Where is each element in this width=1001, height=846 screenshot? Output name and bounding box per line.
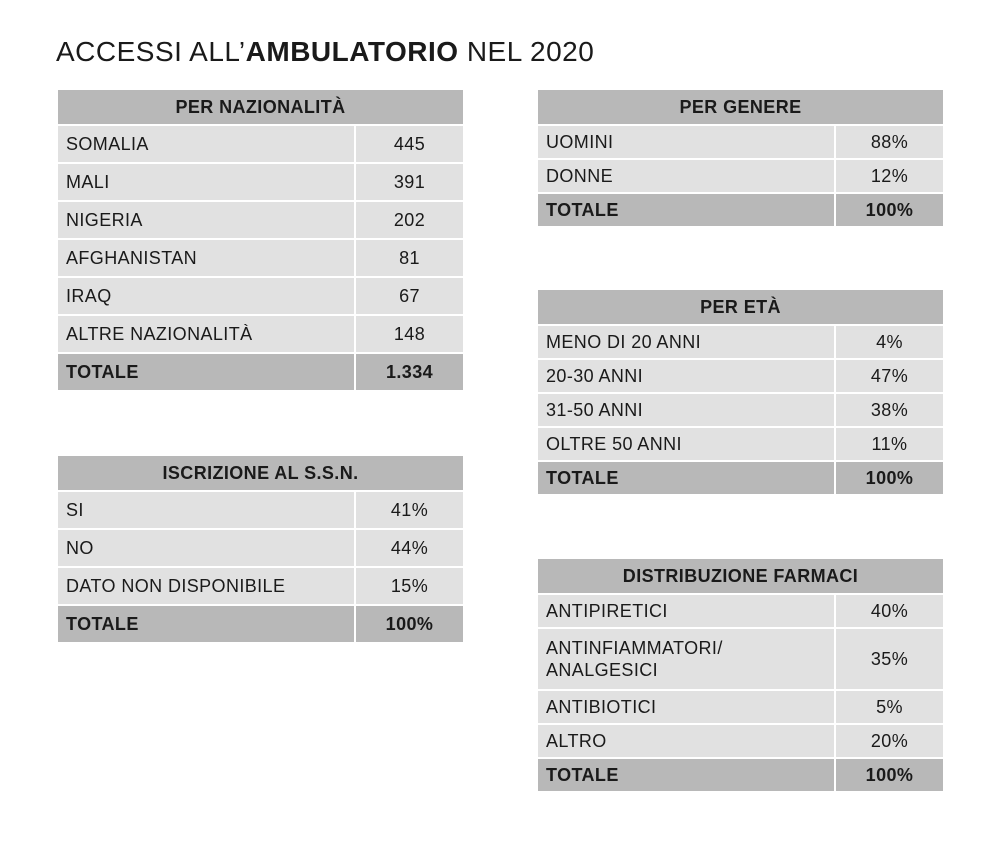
row-label: NIGERIA — [56, 200, 356, 240]
row-label: SOMALIA — [56, 124, 356, 164]
table-row: NO 44% — [56, 528, 465, 568]
row-label: AFGHANISTAN — [56, 238, 356, 278]
row-label: DATO NON DISPONIBILE — [56, 566, 356, 606]
table-row: DONNE 12% — [536, 158, 945, 194]
total-label: TOTALE — [56, 352, 356, 392]
row-label: ANTIPIRETICI — [536, 593, 836, 629]
total-value: 100% — [354, 604, 465, 644]
row-value: 81 — [354, 238, 465, 278]
total-row: TOTALE 100% — [536, 757, 945, 793]
row-label: MALI — [56, 162, 356, 202]
row-value: 67 — [354, 276, 465, 316]
row-value: 38% — [834, 392, 945, 428]
row-value: 4% — [834, 324, 945, 360]
row-label: MENO DI 20 ANNI — [536, 324, 836, 360]
table-row: MALI 391 — [56, 162, 465, 202]
total-row: TOTALE 1.334 — [56, 352, 465, 392]
total-label: TOTALE — [536, 460, 836, 496]
title-suffix: NEL 2020 — [458, 36, 595, 67]
row-value: 15% — [354, 566, 465, 606]
row-value: 47% — [834, 358, 945, 394]
total-label: TOTALE — [536, 757, 836, 793]
row-label: 20-30 ANNI — [536, 358, 836, 394]
total-label: TOTALE — [536, 192, 836, 228]
row-label: SI — [56, 490, 356, 530]
total-row: TOTALE 100% — [56, 604, 465, 644]
row-value: 202 — [354, 200, 465, 240]
row-label: DONNE — [536, 158, 836, 194]
table-row: OLTRE 50 ANNI 11% — [536, 426, 945, 462]
row-value: 41% — [354, 490, 465, 530]
row-label: 31-50 ANNI — [536, 392, 836, 428]
total-value: 1.334 — [354, 352, 465, 392]
table-row: ANTINFIAMMATORI/ANALGESICI 35% — [536, 627, 945, 691]
row-label: ALTRE NAZIONALITÀ — [56, 314, 356, 354]
row-label: UOMINI — [536, 124, 836, 160]
page-title: ACCESSI ALL’AMBULATORIO NEL 2020 — [56, 34, 594, 70]
row-label-line1: ANTINFIAMMATORI/ — [546, 638, 723, 658]
table-row: ALTRO 20% — [536, 723, 945, 759]
row-value: 12% — [834, 158, 945, 194]
total-row: TOTALE 100% — [536, 460, 945, 496]
table-header: PER NAZIONALITÀ — [56, 88, 465, 126]
total-label: TOTALE — [56, 604, 356, 644]
table-row: SI 41% — [56, 490, 465, 530]
row-label: OLTRE 50 ANNI — [536, 426, 836, 462]
row-value: 44% — [354, 528, 465, 568]
row-label: ALTRO — [536, 723, 836, 759]
row-value: 445 — [354, 124, 465, 164]
table-drug-distribution: DISTRIBUZIONE FARMACI ANTIPIRETICI 40% AN… — [536, 557, 945, 793]
table-age: PER ETÀ MENO DI 20 ANNI 4% 20-30 ANNI 47% … — [536, 288, 945, 496]
total-value: 100% — [834, 757, 945, 793]
table-header: DISTRIBUZIONE FARMACI — [536, 557, 945, 595]
table-row: DATO NON DISPONIBILE 15% — [56, 566, 465, 606]
total-value: 100% — [834, 460, 945, 496]
table-row: ANTIBIOTICI 5% — [536, 689, 945, 725]
table-header: PER ETÀ — [536, 288, 945, 326]
table-row: 31-50 ANNI 38% — [536, 392, 945, 428]
row-value: 35% — [834, 627, 945, 691]
table-header: ISCRIZIONE AL S.S.N. — [56, 454, 465, 492]
table-nationality: PER NAZIONALITÀ SOMALIA 445 MALI 391 NIGER… — [56, 88, 465, 392]
table-row: ANTIPIRETICI 40% — [536, 593, 945, 629]
row-value: 40% — [834, 593, 945, 629]
table-row: AFGHANISTAN 81 — [56, 238, 465, 278]
row-label: NO — [56, 528, 356, 568]
table-ssn-registration: ISCRIZIONE AL S.S.N. SI 41% NO 44% DATO NO… — [56, 454, 465, 644]
row-label: ANTINFIAMMATORI/ANALGESICI — [536, 627, 836, 691]
table-header: PER GENERE — [536, 88, 945, 126]
table-gender: PER GENERE UOMINI 88% DONNE 12% TOTALE 100% — [536, 88, 945, 228]
row-label: IRAQ — [56, 276, 356, 316]
table-row: 20-30 ANNI 47% — [536, 358, 945, 394]
title-emphasis: AMBULATORIO — [245, 36, 459, 67]
row-value: 5% — [834, 689, 945, 725]
row-value: 20% — [834, 723, 945, 759]
table-row: IRAQ 67 — [56, 276, 465, 316]
table-row: UOMINI 88% — [536, 124, 945, 160]
row-label: ANTIBIOTICI — [536, 689, 836, 725]
total-value: 100% — [834, 192, 945, 228]
row-value: 148 — [354, 314, 465, 354]
table-row: SOMALIA 445 — [56, 124, 465, 164]
table-row: NIGERIA 202 — [56, 200, 465, 240]
title-prefix: ACCESSI ALL’ — [56, 36, 246, 67]
row-label-line2: ANALGESICI — [546, 660, 659, 680]
total-row: TOTALE 100% — [536, 192, 945, 228]
row-value: 11% — [834, 426, 945, 462]
table-row: ALTRE NAZIONALITÀ 148 — [56, 314, 465, 354]
row-value: 88% — [834, 124, 945, 160]
table-row: MENO DI 20 ANNI 4% — [536, 324, 945, 360]
row-value: 391 — [354, 162, 465, 202]
